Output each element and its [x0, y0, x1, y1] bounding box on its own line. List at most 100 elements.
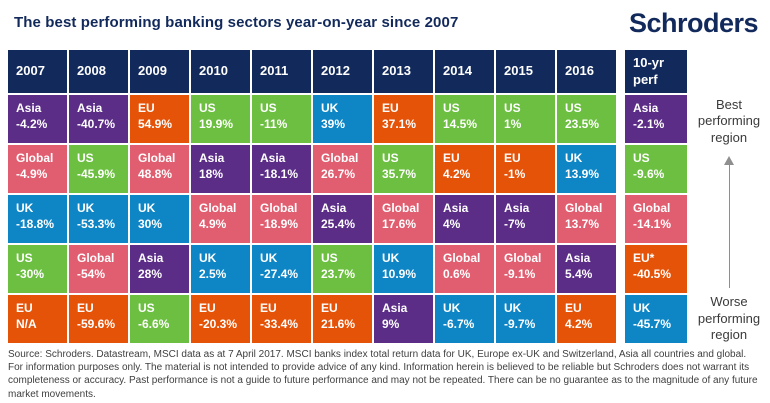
- year-cell: Asia -4.2%: [8, 95, 67, 143]
- column-header: 2016: [557, 50, 616, 93]
- year-cell: US 14.5%: [435, 95, 494, 143]
- cell-value: 54.9%: [138, 116, 173, 131]
- cell-region: UK: [633, 301, 651, 315]
- cell-value: 5.4%: [565, 266, 593, 281]
- cell-value: -33.4%: [260, 316, 299, 331]
- worse-performing-label: Worse performing region: [697, 294, 761, 342]
- cell-value: 37.1%: [382, 116, 417, 131]
- year-cell: Global 13.7%: [557, 195, 616, 243]
- year-cell: Asia 9%: [374, 295, 433, 343]
- cell-value: -1%: [504, 166, 526, 181]
- year-cell: UK -53.3%: [69, 195, 128, 243]
- year-cell: Global -4.9%: [8, 145, 67, 193]
- cell-region: UK: [260, 251, 278, 265]
- up-arrow-icon: [723, 155, 735, 289]
- column-header: 2013: [374, 50, 433, 93]
- cell-value: -6.7%: [443, 316, 475, 331]
- cell-region: Asia: [321, 201, 347, 215]
- cell-value: 4.2%: [565, 316, 593, 331]
- cell-value: -18.8%: [16, 216, 55, 231]
- cell-region: US: [565, 101, 582, 115]
- cell-region: Global: [633, 201, 671, 215]
- cell-value: -53.3%: [77, 216, 116, 231]
- year-cell: US -6.6%: [130, 295, 189, 343]
- year-cell: UK 13.9%: [557, 145, 616, 193]
- year-cell: EU -1%: [496, 145, 555, 193]
- cell-region: EU: [77, 301, 94, 315]
- year-cell: EU -33.4%: [252, 295, 311, 343]
- cell-region: US: [504, 101, 521, 115]
- ten-year-cell: Asia -2.1%: [625, 95, 687, 143]
- performance-table: 2007 2008 2009 2010 2011 2012 2013 2014 2015 2016…: [8, 50, 770, 343]
- cell-value: 23.7%: [321, 266, 356, 281]
- cell-region: Asia: [565, 251, 591, 265]
- cell-value: 17.6%: [382, 216, 417, 231]
- cell-value: 23.5%: [565, 116, 600, 131]
- cell-value: -9.1%: [504, 266, 536, 281]
- column-header: 2015: [496, 50, 555, 93]
- cell-region: US: [260, 101, 277, 115]
- column-header: 2008: [69, 50, 128, 93]
- year-cell: EU 54.9%: [130, 95, 189, 143]
- cell-region: Asia: [504, 201, 530, 215]
- cell-value: 25.4%: [321, 216, 356, 231]
- cell-value: 21.6%: [321, 316, 356, 331]
- best-performing-label: Best performing region: [697, 97, 761, 145]
- cell-region: UK: [504, 301, 522, 315]
- cell-region: UK: [199, 251, 217, 265]
- cell-region: Global: [321, 151, 359, 165]
- year-cell: EU 4.2%: [557, 295, 616, 343]
- cell-region: Asia: [633, 101, 659, 115]
- year-cell: Asia 25.4%: [313, 195, 372, 243]
- cell-region: Global: [260, 201, 298, 215]
- cell-region: US: [138, 301, 155, 315]
- year-columns-grid: 2007 2008 2009 2010 2011 2012 2013 2014 2015 2016…: [8, 50, 616, 343]
- cell-region: UK: [16, 201, 34, 215]
- cell-region: Asia: [77, 101, 103, 115]
- year-cell: EU 37.1%: [374, 95, 433, 143]
- year-cell: Asia -18.1%: [252, 145, 311, 193]
- cell-region: Asia: [16, 101, 42, 115]
- cell-region: UK: [138, 201, 156, 215]
- cell-value: -54%: [77, 266, 106, 281]
- year-cell: Global 0.6%: [435, 245, 494, 293]
- year-cell: Asia 28%: [130, 245, 189, 293]
- cell-value: 28%: [138, 266, 163, 281]
- cell-value: 48.8%: [138, 166, 173, 181]
- cell-region: Asia: [382, 301, 408, 315]
- cell-value: 13.7%: [565, 216, 600, 231]
- year-cell: US 23.5%: [557, 95, 616, 143]
- column-header: 2010: [191, 50, 250, 93]
- column-header: 2012: [313, 50, 372, 93]
- year-cell: Global 17.6%: [374, 195, 433, 243]
- cell-region: UK: [77, 201, 95, 215]
- year-cell: EU -20.3%: [191, 295, 250, 343]
- cell-value: 26.7%: [321, 166, 356, 181]
- cell-value: -27.4%: [260, 266, 299, 281]
- ten-year-column: 10-yr perf Asia -2.1% US -9.6% Global -14.1% EU…: [625, 50, 687, 343]
- cell-value: -20.3%: [199, 316, 238, 331]
- cell-region: US: [382, 151, 399, 165]
- cell-value: 4.9%: [199, 216, 227, 231]
- year-cell: Global 48.8%: [130, 145, 189, 193]
- cell-value: 4.2%: [443, 166, 471, 181]
- year-cell: Asia 18%: [191, 145, 250, 193]
- cell-region: UK: [321, 101, 339, 115]
- cell-value: 4%: [443, 216, 461, 231]
- cell-region: UK: [382, 251, 400, 265]
- cell-value: -18.1%: [260, 166, 299, 181]
- cell-value: -30%: [16, 266, 45, 281]
- year-cell: US -11%: [252, 95, 311, 143]
- year-cell: Global 4.9%: [191, 195, 250, 243]
- year-cell: Global 26.7%: [313, 145, 372, 193]
- cell-region: EU: [260, 301, 277, 315]
- year-cell: US 1%: [496, 95, 555, 143]
- cell-value: 19.9%: [199, 116, 234, 131]
- cell-region: US: [443, 101, 460, 115]
- cell-region: EU*: [633, 251, 655, 265]
- cell-value: 0.6%: [443, 266, 471, 281]
- year-cell: EU 4.2%: [435, 145, 494, 193]
- year-cell: US -30%: [8, 245, 67, 293]
- year-cell: US 23.7%: [313, 245, 372, 293]
- cell-value: -14.1%: [633, 216, 672, 231]
